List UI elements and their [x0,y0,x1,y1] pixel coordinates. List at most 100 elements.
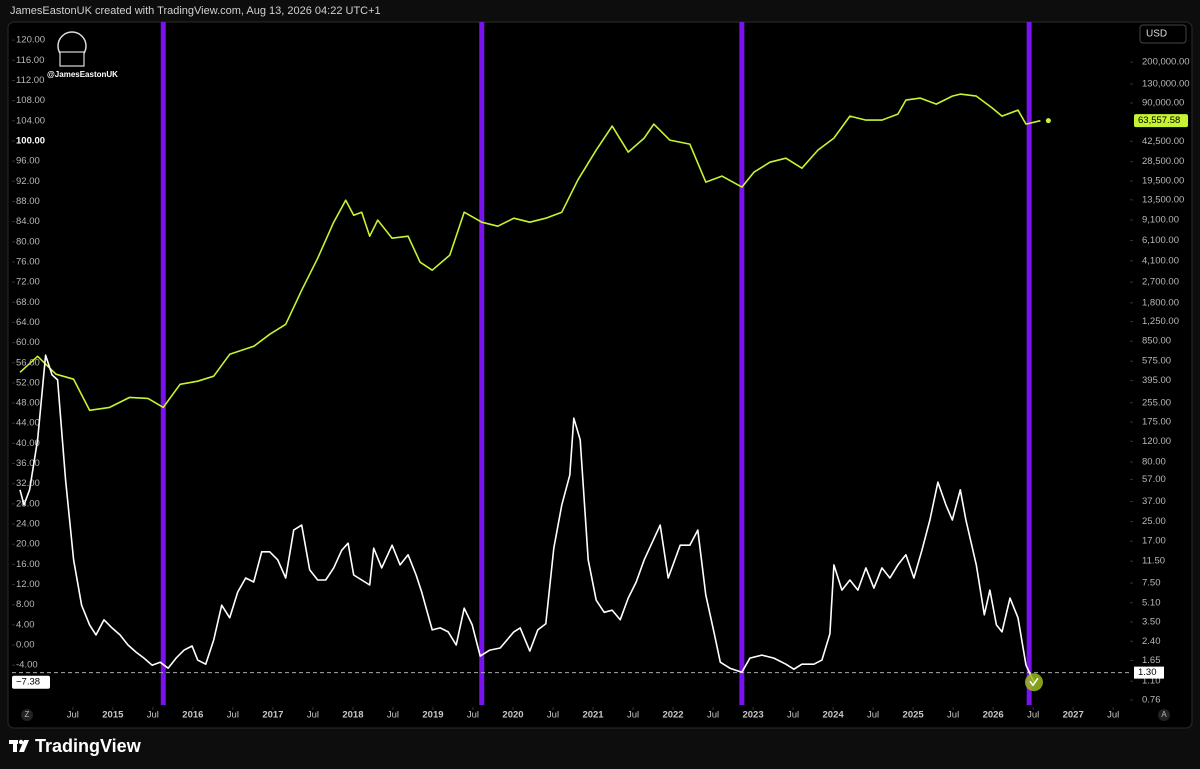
brand-logo [9,739,29,752]
y-tick-label: 24.00 [16,519,40,530]
y2-tick-label: 0.76 [1142,695,1161,706]
y2-tick-label: 1,800.00 [1142,297,1179,308]
x-tick-label: Jul [467,710,479,721]
y-tick-label: 92.00 [16,176,40,187]
y-tick-label: 36.00 [16,458,40,469]
y2-tick-label: 4,100.00 [1142,255,1179,266]
y2-tick-label: 42,500.00 [1142,136,1184,147]
y2-tick-label: 17.00 [1142,536,1166,547]
avatar [57,31,87,67]
x-tick-label: Jul [147,710,159,721]
y-tick-label: 0.00 [16,640,35,651]
y2-tick-label: 130,000.00 [1142,79,1190,90]
y2-tick-label: 575.00 [1142,356,1171,367]
y-tick-label: 40.00 [16,438,40,449]
y-tick-label: 20.00 [16,539,40,550]
y-tick-label: 96.00 [16,156,40,167]
x-tick-label: 2016 [182,710,203,721]
last-value-box [12,675,50,689]
y2-tick-label: 5.10 [1142,597,1161,608]
x-tick-label: 2019 [422,710,443,721]
y-tick-label: 52.00 [16,377,40,388]
y-tick-label: 104.00 [16,115,45,126]
y2-tick-label: 255.00 [1142,397,1171,408]
y2-tick-label: 57.00 [1142,474,1166,485]
y-tick-label: 56.00 [16,357,40,368]
x-tick-label: Jul [307,710,319,721]
y-tick-label: 120.00 [16,35,45,46]
y-tick-label: 108.00 [16,95,45,106]
y-tick-label: 72.00 [16,277,40,288]
y-tick-label: 80.00 [16,236,40,247]
button[interactable] [21,709,33,721]
button-label[interactable]: Z [25,710,30,719]
y2-tick-label: 1.10 [1142,676,1161,687]
currency-box[interactable] [1139,24,1187,44]
y2-tick-label: 13,500.00 [1142,194,1184,205]
y-tick-label: 8.00 [16,599,35,610]
x-tick-label: Jul [67,710,79,721]
y-tick-label: 44.00 [16,418,40,429]
last-point [1045,118,1051,124]
y2-tick-label: 9,100.00 [1142,215,1179,226]
button[interactable] [1158,709,1170,721]
x-tick-label: Jul [227,710,239,721]
y2-tick-label: 7.50 [1142,578,1161,589]
y-tick-label: 76.00 [16,256,40,267]
crosshair-box [1134,666,1164,679]
signal-marker [1024,673,1043,692]
y2-tick-label: 1.65 [1142,655,1161,666]
x-tick-label: Jul [387,710,399,721]
x-tick-label: Jul [627,710,639,721]
y2-tick-label: 80.00 [1142,457,1166,468]
y-tick-label: 12.00 [16,579,40,590]
y-tick-label: 64.00 [16,317,40,328]
series-line [19,354,1035,683]
x-tick-label: Jul [1107,710,1119,721]
x-tick-label: Jul [1027,710,1039,721]
x-tick-label: 2017 [262,710,283,721]
x-tick-label: 2021 [582,710,604,721]
y2-tick-label: 120.00 [1142,436,1171,447]
x-tick-label: 2025 [903,710,925,721]
watermark: @JamesEastonUK [47,70,118,79]
y-tick-label: 68.00 [16,297,40,308]
currency[interactable]: USD [1146,29,1167,40]
y2-tick-label: 1,250.00 [1142,316,1179,327]
x-tick-label: Jul [867,710,879,721]
x-tick-label: 2024 [823,710,845,721]
brand: TradingView [35,736,142,756]
y-tick-label: 88.00 [16,196,40,207]
y2-tick-label: 6,100.00 [1142,235,1179,246]
y2-tick-label: 200,000.00 [1142,57,1190,68]
y-tick-label: 60.00 [16,337,40,348]
header: JamesEastonUK created with TradingView.c… [10,5,381,17]
y-tick-label: 4.00 [16,619,35,630]
y2-tick-label: 11.50 [1142,556,1165,567]
y2-tick-label: 2,700.00 [1142,277,1179,288]
x-tick-label: 2018 [342,710,363,721]
y2-tick-label: 37.00 [1142,496,1166,507]
crosshair-label: 1.30 [1138,667,1157,678]
x-tick-label: 2027 [1063,710,1084,721]
last-value-box [1134,114,1188,128]
y2-tick-label: 90,000.00 [1142,97,1184,108]
y2-tick-label: 395.00 [1142,375,1171,386]
y2-tick-label: 3.50 [1142,617,1161,628]
chart-panel [7,21,1193,729]
x-tick-label: Jul [787,710,799,721]
signal-check [1029,677,1039,687]
y2-tick-label: 850.00 [1142,336,1171,347]
x-tick-label: 2023 [742,710,763,721]
y2-tick-label: 2.40 [1142,636,1161,647]
x-tick-label: Jul [547,710,559,721]
y-tick-label: 48.00 [16,398,40,409]
series-line [19,93,1041,412]
y2-tick-label: 175.00 [1142,417,1171,428]
y2-tick-label: 19,500.00 [1142,176,1184,187]
x-tick-label: Jul [707,710,719,721]
button-label[interactable]: A [1161,710,1167,719]
x-tick-label: 2026 [983,710,1004,721]
